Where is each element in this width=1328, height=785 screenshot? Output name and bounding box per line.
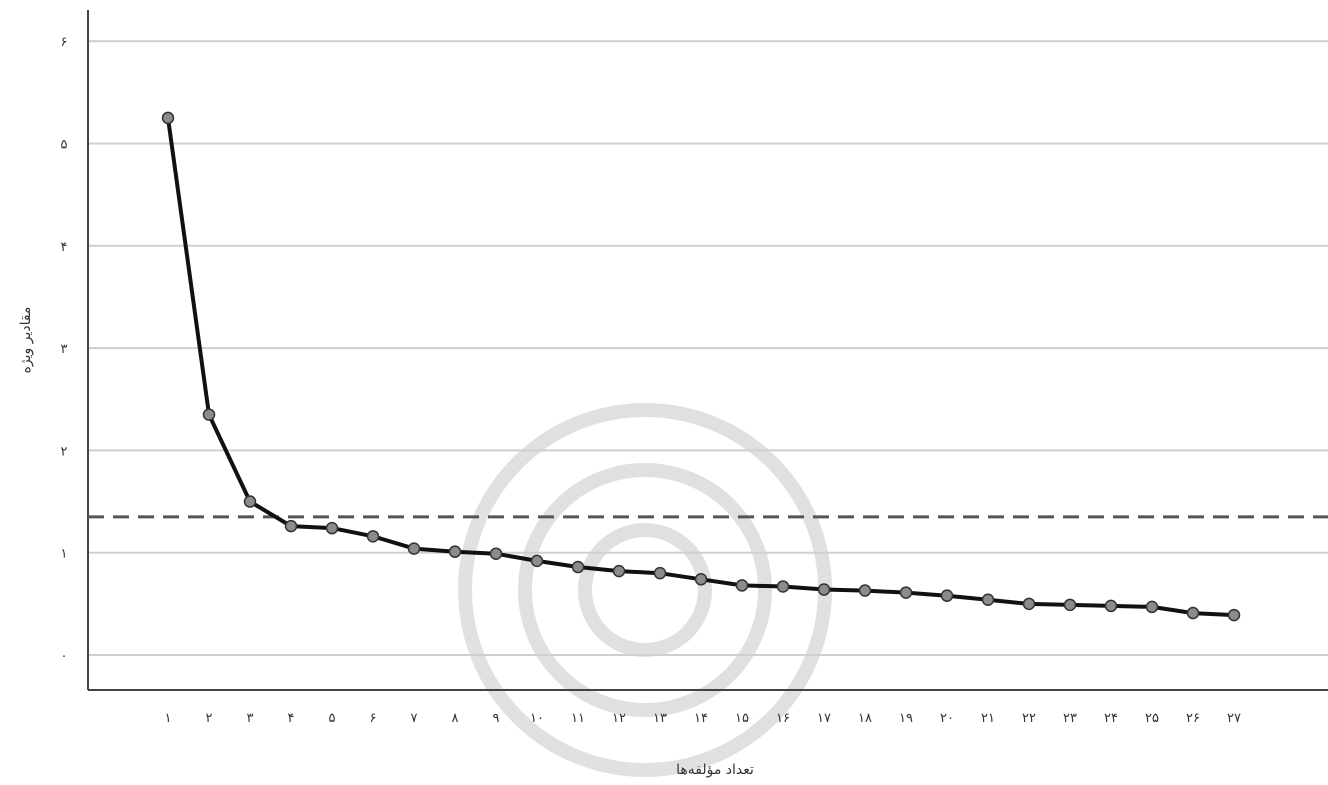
x-tick-label: ۱۸	[858, 711, 872, 726]
x-axis-title: تعداد مؤلفه‌ها	[676, 762, 754, 778]
data-point	[1063, 598, 1077, 612]
data-point	[1022, 597, 1036, 611]
x-tick-label: ۸	[452, 711, 459, 726]
x-tick-label: ۲۳	[1063, 711, 1077, 726]
x-axis-ticks: ۱ ۲ ۳ ۴ ۵ ۶ ۷ ۸ ۹ ۱۰ ۱۱ ۱۲ ۱۳ ۱۴ ۱۵ ۱۶ ۱۷ ۱۸ ۱۹ ۲۰ ۲۱ ۲۲ ۲۳ ۲۴ ۲…	[165, 711, 1241, 726]
data-point	[530, 554, 544, 568]
data-point	[940, 589, 954, 602]
series-markers	[161, 111, 1241, 622]
y-tick-label: ۶	[61, 35, 68, 50]
data-point	[858, 584, 872, 597]
data-point	[571, 560, 585, 574]
x-tick-label: ۲۶	[1186, 711, 1200, 726]
data-point	[284, 519, 298, 533]
x-tick-label: ۱۲	[612, 711, 626, 726]
x-tick-label: ۳	[247, 711, 254, 726]
data-point	[776, 580, 790, 593]
data-point	[899, 586, 913, 599]
data-point	[325, 521, 339, 535]
y-axis-ticks: ۰ ۱ ۲ ۳ ۴ ۵ ۶	[61, 35, 68, 664]
y-tick-label: ۵	[61, 138, 68, 153]
x-tick-label: ۱۱	[571, 711, 585, 726]
x-tick-label: ۲۵	[1145, 711, 1159, 726]
x-tick-label: ۱۷	[817, 711, 831, 726]
x-tick-label: ۶	[370, 711, 377, 726]
x-tick-label: ۲۷	[1227, 711, 1241, 726]
x-tick-label: ۵	[329, 711, 336, 726]
y-tick-label: ۰	[61, 649, 68, 664]
data-point	[817, 583, 831, 596]
data-point	[612, 564, 626, 578]
y-axis-title: مقادیر ویژه	[18, 307, 34, 374]
watermark-logo	[458, 403, 832, 777]
x-tick-label: ۲	[206, 711, 213, 726]
data-point	[1227, 608, 1241, 622]
grid-lines	[88, 40, 1328, 656]
data-point	[653, 566, 667, 580]
data-point	[448, 545, 462, 558]
data-point	[243, 495, 257, 508]
x-tick-label: ۷	[411, 711, 418, 726]
x-tick-label: ۲۱	[981, 711, 995, 726]
data-point	[981, 593, 995, 607]
x-tick-label: ۴	[288, 711, 295, 726]
data-point	[161, 111, 175, 125]
x-tick-label: ۹	[493, 711, 500, 726]
data-point	[1145, 600, 1159, 614]
x-tick-label: ۱۵	[735, 711, 749, 726]
x-tick-label: ۲۴	[1104, 711, 1118, 726]
x-tick-label: ۲۲	[1022, 711, 1036, 726]
data-point	[489, 547, 503, 560]
data-point	[1186, 606, 1200, 620]
x-tick-label: ۱۹	[899, 711, 913, 726]
x-tick-label: ۱۳	[653, 711, 667, 726]
axes	[87, 10, 1328, 691]
x-tick-label: ۱	[165, 711, 172, 726]
y-tick-label: ۳	[61, 342, 68, 357]
data-point	[1104, 599, 1118, 613]
data-point	[366, 530, 380, 543]
y-tick-label: ۲	[61, 444, 68, 459]
y-tick-label: ۱	[61, 547, 68, 562]
y-tick-label: ۴	[61, 240, 68, 255]
data-point	[202, 408, 216, 421]
series-line	[166, 117, 1235, 618]
x-tick-label: ۱۴	[694, 711, 708, 726]
data-point	[694, 573, 708, 586]
data-point	[735, 579, 749, 592]
x-tick-label: ۱۰	[530, 711, 544, 726]
x-tick-label: ۲۰	[940, 711, 954, 726]
x-tick-label: ۱۶	[776, 711, 790, 726]
data-point	[407, 542, 421, 555]
